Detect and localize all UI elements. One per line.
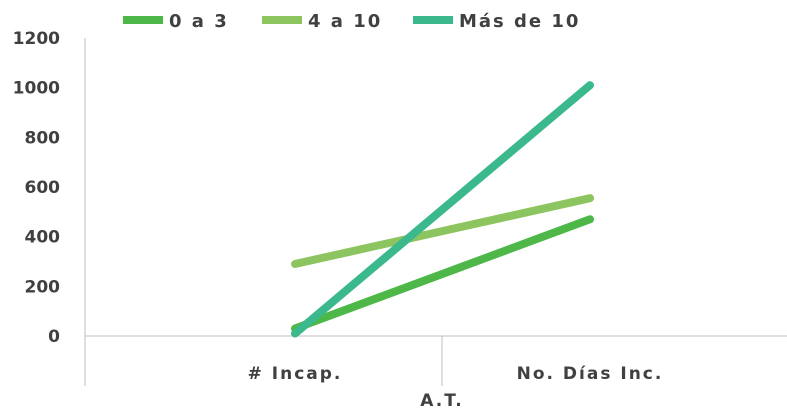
- y-tick-label: 400: [25, 228, 61, 248]
- y-tick-label: 800: [25, 128, 61, 148]
- x-axis: # Incap. No. Días Inc. A.T.: [84, 335, 787, 411]
- x-category-label: No. Días Inc.: [517, 364, 664, 384]
- x-group-label: A.T.: [420, 391, 463, 411]
- y-tick-label: 600: [25, 178, 61, 198]
- series-line-2: [291, 81, 594, 338]
- y-tick-label: 1000: [13, 79, 60, 99]
- y-tick-label: 200: [25, 277, 61, 297]
- y-axis: 0 200 400 600 800 1000 1200: [13, 29, 86, 347]
- x-category-label: # Incap.: [248, 364, 343, 384]
- series-lines: [291, 81, 594, 338]
- y-tick-label: 0: [48, 327, 60, 347]
- legend-label: Más de 10: [459, 11, 580, 32]
- legend: 0 a 3 4 a 10 Más de 10: [123, 11, 580, 32]
- legend-label: 4 a 10: [308, 11, 382, 32]
- legend-label: 0 a 3: [169, 11, 229, 32]
- series-line-0: [291, 215, 594, 333]
- y-tick-label: 1200: [13, 29, 60, 49]
- series-line-1: [291, 194, 594, 268]
